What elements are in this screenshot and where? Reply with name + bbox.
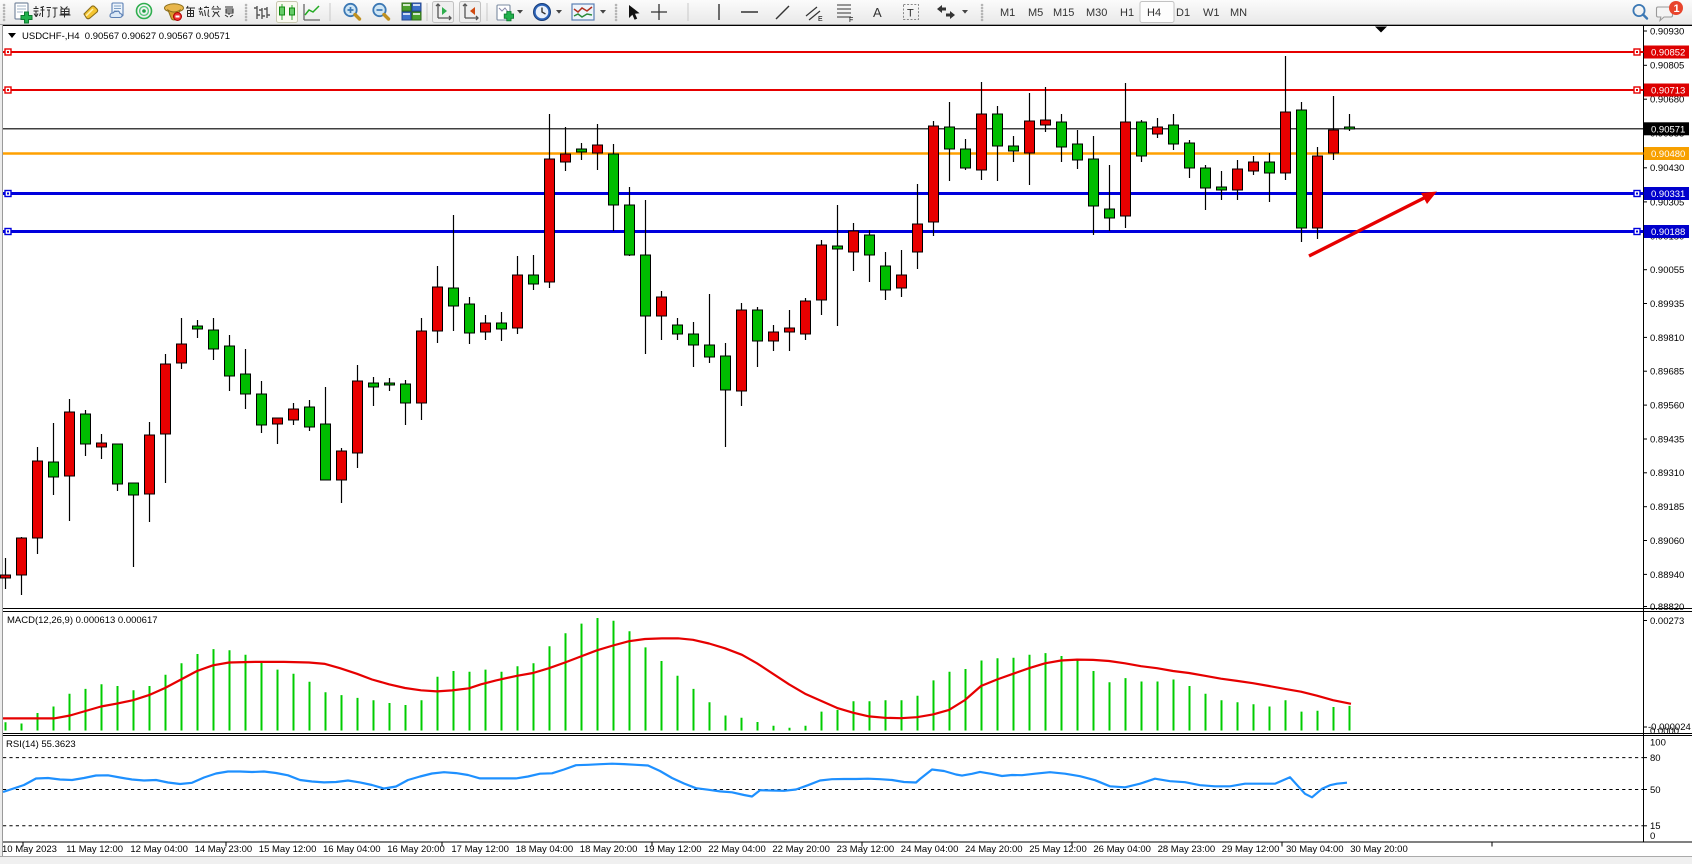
svg-text:0.90305: 0.90305: [1650, 197, 1684, 208]
svg-text:0.90713: 0.90713: [1651, 86, 1685, 97]
svg-text:19 May 12:00: 19 May 12:00: [644, 844, 702, 855]
svg-text:0.89935: 0.89935: [1650, 299, 1684, 310]
svg-text:10 May 2023: 10 May 2023: [2, 844, 57, 855]
svg-text:18 May 20:00: 18 May 20:00: [580, 844, 638, 855]
svg-text:0.89185: 0.89185: [1650, 502, 1684, 513]
svg-text:50: 50: [1650, 785, 1661, 796]
svg-text:0: 0: [1650, 831, 1655, 842]
svg-text:0.90055: 0.90055: [1650, 265, 1684, 276]
svg-text:11 May 12:00: 11 May 12:00: [66, 844, 123, 855]
svg-text:24 May 20:00: 24 May 20:00: [965, 844, 1023, 855]
svg-text:-0.000024: -0.000024: [1648, 722, 1691, 733]
svg-text:24 May 04:00: 24 May 04:00: [901, 844, 959, 855]
svg-text:H1: H1: [1120, 7, 1134, 19]
svg-text:30 May 20:00: 30 May 20:00: [1350, 844, 1408, 855]
svg-text:25 May 12:00: 25 May 12:00: [1029, 844, 1087, 855]
svg-text:0.00273: 0.00273: [1650, 616, 1684, 627]
svg-text:1: 1: [1674, 3, 1680, 15]
svg-text:W1: W1: [1203, 7, 1220, 19]
svg-text:16 May 04:00: 16 May 04:00: [323, 844, 381, 855]
svg-text:100: 100: [1650, 737, 1666, 748]
svg-text:16 May 20:00: 16 May 20:00: [387, 844, 445, 855]
svg-text:0.90430: 0.90430: [1650, 163, 1684, 174]
svg-text:M1: M1: [1000, 7, 1015, 19]
svg-text:22 May 20:00: 22 May 20:00: [772, 844, 830, 855]
svg-text:17 May 12:00: 17 May 12:00: [451, 844, 509, 855]
svg-text:15 May 12:00: 15 May 12:00: [259, 844, 317, 855]
svg-text:0.90571: 0.90571: [1651, 124, 1685, 135]
svg-text:M5: M5: [1028, 7, 1043, 19]
svg-text:0.90805: 0.90805: [1650, 61, 1684, 72]
svg-text:0.90331: 0.90331: [1651, 189, 1685, 200]
svg-text:E: E: [818, 16, 823, 23]
svg-text:RSI(14) 55.3623: RSI(14) 55.3623: [6, 739, 76, 750]
svg-text:H4: H4: [1147, 7, 1161, 19]
svg-text:0.90480: 0.90480: [1651, 149, 1685, 160]
svg-text:0.89685: 0.89685: [1650, 367, 1684, 378]
svg-text:15: 15: [1650, 821, 1661, 832]
svg-text:F: F: [849, 17, 853, 24]
svg-text:USDCHF-,H4 0.90567 0.90627 0.: USDCHF-,H4 0.90567 0.90627 0.90567 0.905…: [22, 31, 230, 42]
svg-text:0.0000: 0.0000: [1650, 726, 1679, 737]
svg-text:0.90930: 0.90930: [1650, 26, 1684, 37]
svg-text:0.90852: 0.90852: [1651, 48, 1685, 59]
svg-text:30 May 04:00: 30 May 04:00: [1286, 844, 1344, 855]
svg-text:M30: M30: [1086, 7, 1107, 19]
svg-text:0.90188: 0.90188: [1651, 227, 1685, 238]
svg-text:MACD(12,26,9) 0.000613 0.00061: MACD(12,26,9) 0.000613 0.000617: [7, 615, 158, 626]
svg-text:A: A: [873, 5, 882, 20]
svg-text:T: T: [907, 8, 914, 20]
svg-text:29 May 12:00: 29 May 12:00: [1222, 844, 1280, 855]
svg-text:0.89560: 0.89560: [1650, 401, 1684, 412]
svg-text:0.90680: 0.90680: [1650, 95, 1684, 106]
svg-text:0.88820: 0.88820: [1650, 602, 1684, 613]
svg-text:D1: D1: [1176, 7, 1190, 19]
svg-text:22 May 04:00: 22 May 04:00: [708, 844, 766, 855]
svg-text:14 May 23:00: 14 May 23:00: [195, 844, 253, 855]
svg-text:M15: M15: [1053, 7, 1074, 19]
svg-text:12 May 04:00: 12 May 04:00: [130, 844, 188, 855]
svg-text:18 May 04:00: 18 May 04:00: [516, 844, 574, 855]
svg-text:MN: MN: [1230, 7, 1247, 19]
svg-text:0.89435: 0.89435: [1650, 434, 1684, 445]
svg-text:26 May 04:00: 26 May 04:00: [1093, 844, 1151, 855]
svg-text:0.89060: 0.89060: [1650, 536, 1684, 547]
svg-text:0.88940: 0.88940: [1650, 570, 1684, 581]
svg-text:0.89810: 0.89810: [1650, 333, 1684, 344]
svg-text:23 May 12:00: 23 May 12:00: [837, 844, 895, 855]
svg-text:0.89310: 0.89310: [1650, 468, 1684, 479]
svg-text:28 May 23:00: 28 May 23:00: [1158, 844, 1216, 855]
svg-text:80: 80: [1650, 753, 1661, 764]
